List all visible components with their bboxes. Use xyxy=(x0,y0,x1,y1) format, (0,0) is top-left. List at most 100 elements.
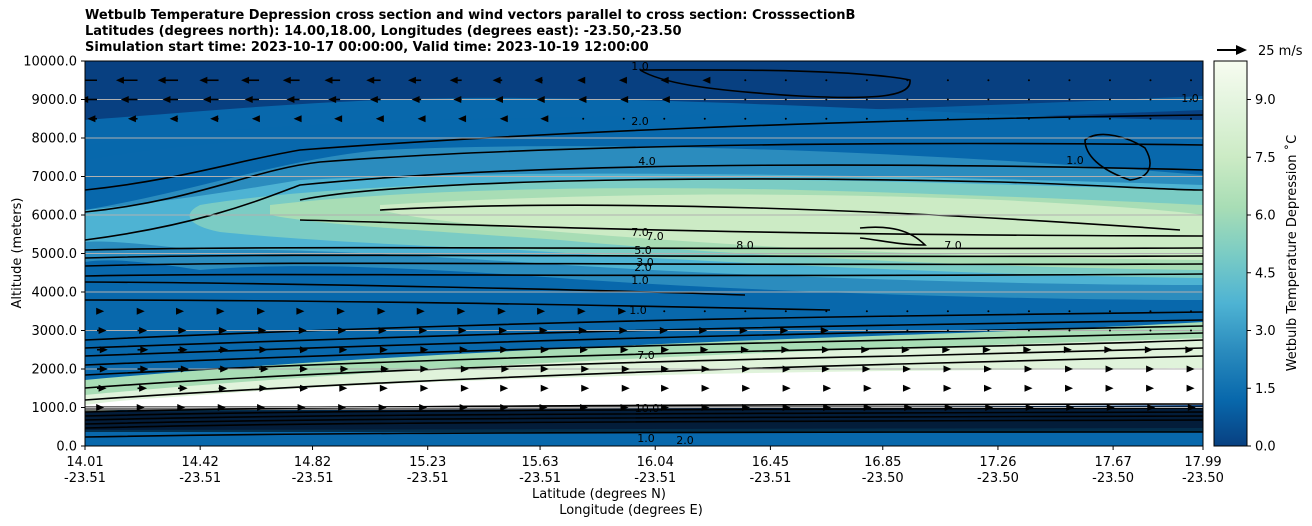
wind-vector xyxy=(136,307,145,315)
contour-label: 10.0 xyxy=(635,402,660,415)
y-tick-label: 1000.0 xyxy=(32,401,78,416)
x-tick-label-lon: -23.51 xyxy=(634,471,676,486)
colorbar-tick-label: 1.5 xyxy=(1255,382,1276,397)
wind-vector xyxy=(457,307,466,315)
wind-vector xyxy=(259,346,268,354)
x-tick-label-lat: 14.01 xyxy=(66,455,103,470)
wind-vector xyxy=(621,384,630,392)
wind-vector xyxy=(494,96,503,103)
wind-vector xyxy=(943,384,952,392)
y-tick-label: 2000.0 xyxy=(32,363,78,378)
wind-vector xyxy=(1147,404,1156,411)
wind-vector xyxy=(863,384,872,392)
wind-vector xyxy=(1065,384,1074,392)
wind-vector xyxy=(286,96,300,103)
wind-vector xyxy=(784,117,787,120)
wind-vector xyxy=(296,307,305,315)
wind-vector xyxy=(257,307,266,315)
wind-vector xyxy=(419,327,428,334)
wind-vector xyxy=(742,384,751,392)
contour-label: 1.0 xyxy=(631,60,649,73)
wind-vector xyxy=(861,346,870,354)
wind-vector xyxy=(1024,384,1033,392)
wind-vector xyxy=(865,117,868,120)
wind-vector xyxy=(1149,310,1152,313)
contour-label: 2.0 xyxy=(631,115,649,128)
contour-label: 2.0 xyxy=(676,434,694,447)
wind-vector xyxy=(580,346,589,354)
x-tick-label-lon: -23.51 xyxy=(749,471,791,486)
wind-vector xyxy=(420,365,429,373)
wind-vector xyxy=(943,365,952,373)
colorbar-tick-label: 3.0 xyxy=(1255,324,1276,339)
wind-vector xyxy=(865,329,868,332)
wind-vector xyxy=(700,346,709,354)
wind-vector xyxy=(244,96,260,103)
wind-vector xyxy=(661,384,670,392)
wind-vector xyxy=(458,327,467,334)
wind-vector xyxy=(540,115,549,123)
wind-vector xyxy=(127,115,138,123)
wind-vector xyxy=(1068,329,1071,332)
chart-title: Wetbulb Temperature Depression cross sec… xyxy=(85,8,855,56)
wind-vector xyxy=(784,79,787,82)
wind-vector xyxy=(1068,117,1071,120)
wind-vector xyxy=(339,346,348,354)
wind-vector xyxy=(661,346,670,354)
wind-vector xyxy=(618,307,627,315)
wind-vector xyxy=(251,115,260,123)
wind-vector xyxy=(375,115,384,123)
wind-vector xyxy=(982,346,991,354)
x-tick-label-lat: 17.26 xyxy=(979,455,1016,470)
x-tick-label-lon: -23.51 xyxy=(64,471,106,486)
wind-vector xyxy=(820,327,829,334)
wind-vector xyxy=(282,76,300,84)
x-tick-label-lat: 14.42 xyxy=(182,455,219,470)
wind-vector xyxy=(901,346,910,354)
colorbar: 0.0 1.5 3.0 4.5 6.0 7.5 9.0 Wetbulb Temperatur… xyxy=(1213,60,1300,455)
wind-vector xyxy=(660,76,669,84)
wind-vector xyxy=(1190,98,1192,101)
wind-vector xyxy=(1068,79,1071,82)
y-tick-label: 5000.0 xyxy=(32,247,78,262)
title-line-3: Simulation start time: 2023-10-17 00:00:… xyxy=(85,40,649,55)
contour-label: 8.0 xyxy=(736,239,754,252)
wind-vector xyxy=(1108,98,1111,101)
wind-vector xyxy=(1190,310,1192,313)
wind-vector xyxy=(97,365,108,373)
wind-vector xyxy=(582,117,585,120)
wind-vector xyxy=(1190,117,1192,120)
wind-vector xyxy=(218,346,229,354)
wind-vector xyxy=(701,365,710,373)
contour-label: 5.0 xyxy=(634,244,652,257)
wind-vector xyxy=(987,329,990,332)
wind-vector xyxy=(499,115,508,123)
x-tick-label-lon: -23.51 xyxy=(407,471,449,486)
wind-vector xyxy=(744,117,747,120)
wind-vector xyxy=(904,404,913,411)
wind-vector xyxy=(1108,79,1111,82)
wind-vector xyxy=(661,365,670,373)
wind-vector xyxy=(621,365,630,373)
wind-vector xyxy=(169,115,179,123)
wind-vector xyxy=(534,76,543,84)
contour-label: 7.0 xyxy=(944,239,962,252)
wind-vector xyxy=(1149,117,1152,120)
wind-vector xyxy=(1149,79,1152,82)
wind-vector xyxy=(540,384,549,392)
x-tick-label-lon: -23.51 xyxy=(292,471,334,486)
colorbar-label: Wetbulb Temperature Depression ˚C xyxy=(1284,135,1300,372)
wind-vector xyxy=(578,327,587,334)
wind-vector xyxy=(942,346,951,354)
wind-vector xyxy=(324,76,341,84)
contour-label: 1.0 xyxy=(1066,154,1084,167)
wind-vector xyxy=(865,310,868,313)
wind-vector xyxy=(987,79,990,82)
y-tick-label: 0.0 xyxy=(56,440,77,455)
wind-vector xyxy=(661,96,670,103)
wind-vector xyxy=(500,384,509,392)
wind-key: 25 m/s xyxy=(1217,44,1303,59)
wind-vector xyxy=(984,365,993,373)
wind-vector xyxy=(366,76,381,84)
x-tick-label-lon: -23.51 xyxy=(179,471,221,486)
